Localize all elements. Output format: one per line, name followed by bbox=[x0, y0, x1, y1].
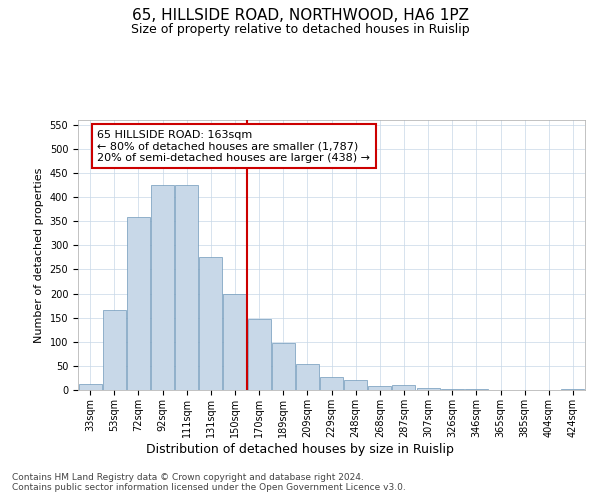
Bar bbox=[320, 377, 343, 390]
Text: 65 HILLSIDE ROAD: 163sqm
← 80% of detached houses are smaller (1,787)
20% of sem: 65 HILLSIDE ROAD: 163sqm ← 80% of detach… bbox=[97, 130, 370, 163]
Bar bbox=[79, 384, 101, 390]
Y-axis label: Number of detached properties: Number of detached properties bbox=[34, 168, 44, 342]
Bar bbox=[127, 218, 150, 390]
Bar bbox=[272, 343, 295, 390]
Bar bbox=[416, 388, 440, 390]
Bar bbox=[103, 310, 125, 390]
Bar bbox=[223, 294, 247, 390]
Bar bbox=[344, 380, 367, 390]
Bar bbox=[441, 388, 464, 390]
Bar bbox=[199, 258, 222, 390]
Bar bbox=[392, 384, 415, 390]
Text: 65, HILLSIDE ROAD, NORTHWOOD, HA6 1PZ: 65, HILLSIDE ROAD, NORTHWOOD, HA6 1PZ bbox=[131, 8, 469, 22]
Bar bbox=[465, 389, 488, 390]
Bar bbox=[175, 185, 198, 390]
Bar bbox=[296, 364, 319, 390]
Bar bbox=[562, 389, 584, 390]
Bar bbox=[368, 386, 391, 390]
Bar bbox=[248, 318, 271, 390]
Text: Size of property relative to detached houses in Ruislip: Size of property relative to detached ho… bbox=[131, 22, 469, 36]
Bar bbox=[151, 185, 174, 390]
Text: Distribution of detached houses by size in Ruislip: Distribution of detached houses by size … bbox=[146, 442, 454, 456]
Text: Contains HM Land Registry data © Crown copyright and database right 2024.
Contai: Contains HM Land Registry data © Crown c… bbox=[12, 472, 406, 492]
